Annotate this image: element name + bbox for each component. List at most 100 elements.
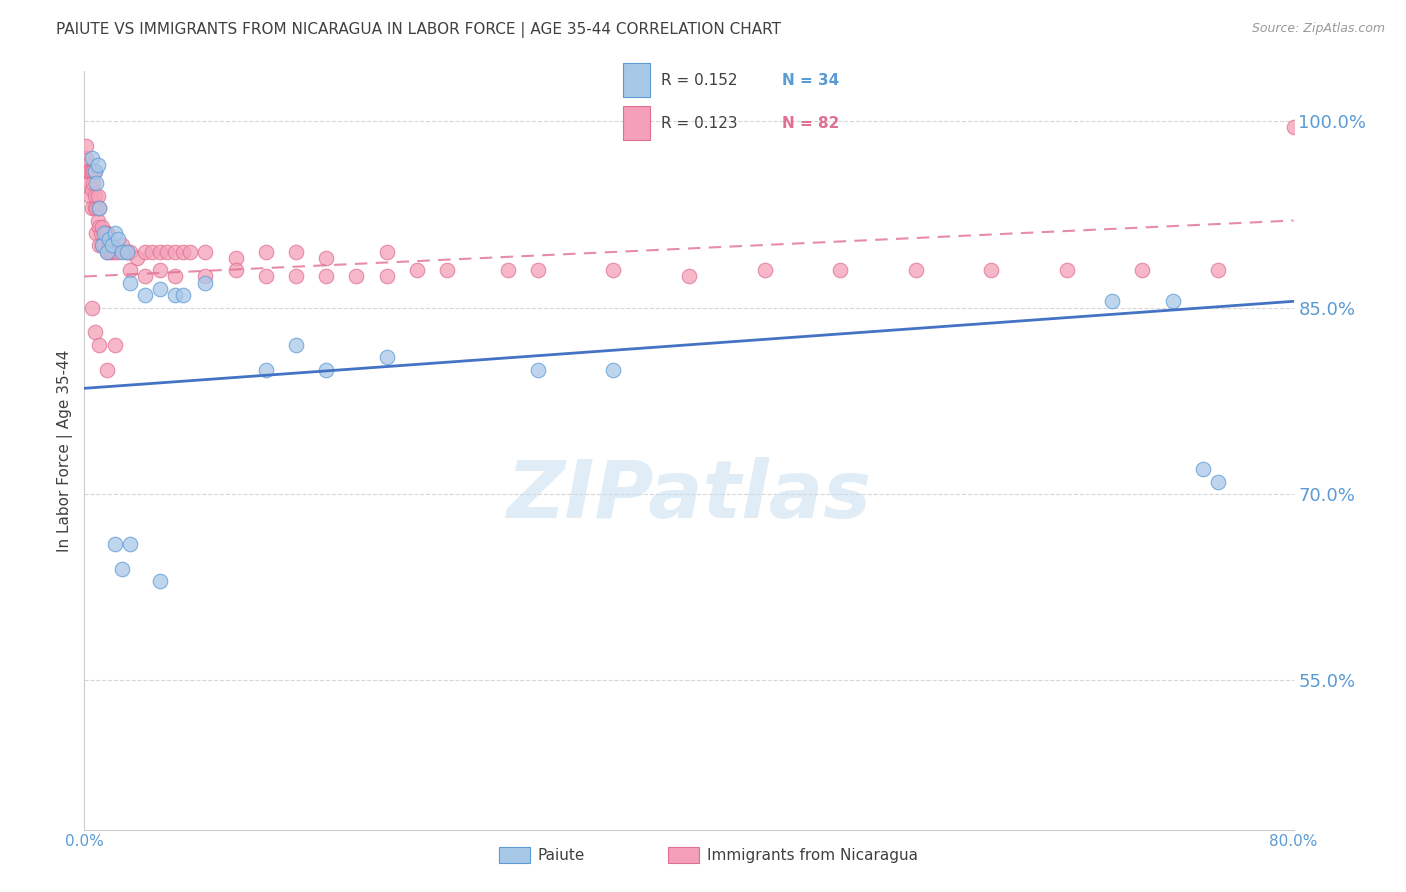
Point — [346, 269, 368, 284]
Text: Source: ZipAtlas.com: Source: ZipAtlas.com — [1251, 22, 1385, 36]
Point — [830, 263, 852, 277]
Point — [315, 269, 337, 284]
Point — [96, 362, 118, 376]
Point — [97, 238, 120, 252]
Point — [156, 244, 179, 259]
Point — [1206, 263, 1229, 277]
Point — [84, 163, 107, 178]
Point — [172, 288, 194, 302]
Point — [115, 244, 138, 259]
Point — [496, 263, 519, 277]
Point — [149, 574, 172, 588]
Point — [179, 244, 201, 259]
Point — [1192, 462, 1215, 476]
Text: N = 82: N = 82 — [782, 116, 839, 131]
Point — [80, 201, 103, 215]
Point — [375, 244, 398, 259]
Point — [111, 244, 134, 259]
Point — [84, 163, 107, 178]
Point — [254, 244, 277, 259]
Point — [94, 226, 117, 240]
Point — [678, 269, 700, 284]
Text: Immigrants from Nicaragua: Immigrants from Nicaragua — [707, 848, 918, 863]
Point — [100, 244, 122, 259]
Point — [165, 244, 187, 259]
Point — [111, 561, 134, 575]
Point — [75, 139, 97, 153]
Point — [1206, 475, 1229, 489]
Point — [107, 232, 129, 246]
Point — [115, 244, 138, 259]
Point — [96, 244, 118, 259]
Point — [107, 244, 129, 259]
Point — [527, 362, 550, 376]
Point — [89, 238, 111, 252]
Point — [172, 244, 194, 259]
Point — [84, 188, 107, 202]
Point — [100, 238, 122, 252]
Point — [134, 288, 156, 302]
Point — [165, 269, 187, 284]
Point — [84, 326, 107, 340]
Text: Paiute: Paiute — [537, 848, 585, 863]
Point — [82, 176, 104, 190]
Point — [254, 269, 277, 284]
Text: R = 0.123: R = 0.123 — [661, 116, 738, 131]
Point — [80, 182, 103, 196]
Point — [602, 362, 624, 376]
Point — [980, 263, 1002, 277]
Point — [141, 244, 163, 259]
Point — [111, 238, 134, 252]
Point — [93, 226, 115, 240]
Point — [225, 251, 247, 265]
Point — [1101, 294, 1123, 309]
Point — [89, 201, 111, 215]
Text: PAIUTE VS IMMIGRANTS FROM NICARAGUA IN LABOR FORCE | AGE 35-44 CORRELATION CHART: PAIUTE VS IMMIGRANTS FROM NICARAGUA IN L… — [56, 22, 782, 38]
Point — [77, 176, 100, 190]
Point — [194, 244, 217, 259]
Point — [98, 244, 121, 259]
Point — [97, 232, 120, 246]
Point — [118, 537, 141, 551]
Point — [225, 263, 247, 277]
Point — [315, 362, 337, 376]
Point — [80, 163, 103, 178]
Point — [149, 244, 172, 259]
Point — [96, 244, 118, 259]
Point — [89, 219, 111, 234]
Point — [82, 163, 104, 178]
Point — [118, 244, 141, 259]
Point — [76, 158, 98, 172]
FancyBboxPatch shape — [623, 63, 650, 97]
Point — [285, 244, 308, 259]
Point — [77, 163, 100, 178]
Point — [1130, 263, 1153, 277]
Point — [194, 269, 217, 284]
Point — [87, 188, 110, 202]
Point — [104, 244, 127, 259]
Point — [91, 219, 114, 234]
Point — [127, 251, 149, 265]
Point — [1282, 120, 1305, 135]
Point — [90, 226, 112, 240]
Point — [84, 201, 107, 215]
Point — [80, 301, 103, 315]
Text: ZIPatlas: ZIPatlas — [506, 457, 872, 535]
Point — [134, 269, 156, 284]
Point — [315, 251, 337, 265]
Point — [96, 226, 118, 240]
Point — [602, 263, 624, 277]
Text: R = 0.152: R = 0.152 — [661, 73, 738, 88]
Point — [87, 213, 110, 227]
Point — [254, 362, 277, 376]
Point — [79, 188, 101, 202]
Point — [118, 263, 141, 277]
Point — [86, 226, 108, 240]
Point — [87, 158, 110, 172]
Point — [118, 276, 141, 290]
Point — [134, 244, 156, 259]
Point — [79, 163, 101, 178]
FancyBboxPatch shape — [623, 106, 650, 140]
Point — [194, 276, 217, 290]
Point — [149, 282, 172, 296]
